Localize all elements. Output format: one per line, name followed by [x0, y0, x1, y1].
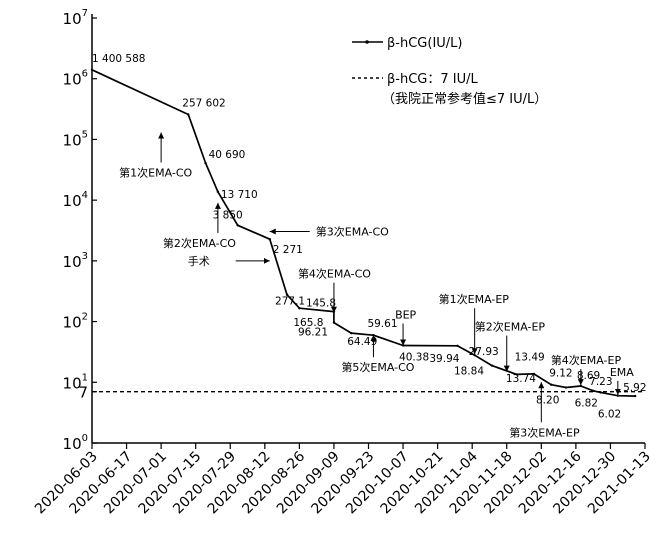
data-label: 40.38 — [399, 351, 429, 363]
data-label: 27.93 — [469, 346, 499, 358]
legend-dashed-note: （我院正常参考值≤7 IU/L） — [382, 91, 547, 107]
data-label: 59.61 — [367, 318, 397, 330]
y-tick-exponent: 3 — [82, 251, 88, 262]
data-point — [532, 372, 536, 376]
data-point — [187, 113, 190, 116]
y-tick-exponent: 7 — [82, 8, 88, 19]
annotation-label: 第1次EMA-EP — [439, 292, 510, 306]
data-label: 40 690 — [209, 149, 246, 161]
series-line-group — [90, 68, 637, 398]
legend-dashed-label: β-hCG：7 IU/L — [387, 72, 479, 87]
data-point — [216, 190, 220, 194]
legend: β-hCG(IU/L) β-hCG：7 IU/L （我院正常参考值≤7 IU/L… — [352, 36, 547, 107]
y-tick-exponent: 4 — [82, 190, 88, 201]
data-point — [456, 344, 459, 347]
annotation-label: 第3次EMA-CO — [316, 224, 389, 238]
y-tick-label: 107 — [63, 8, 88, 28]
y-tick-exponent: 6 — [82, 69, 88, 80]
y-tick-label: 101 — [63, 372, 88, 392]
annotation-label: 手术 — [188, 254, 210, 268]
data-point — [599, 391, 602, 394]
y-tick-label: 100 — [63, 433, 88, 453]
data-label: 257 602 — [182, 97, 225, 109]
data-label: 13 710 — [221, 189, 258, 201]
data-point — [616, 394, 620, 397]
data-point — [473, 354, 476, 357]
annotation-label: 第2次EMA-EP — [475, 320, 546, 334]
data-label: 13.74 — [506, 373, 536, 385]
y-tick-base: 10 — [63, 131, 82, 149]
data-labels-group: 1 400 588 257 602 40 690 13 710 3 850 2 271 27… — [92, 53, 647, 421]
data-label: 9.12 — [549, 368, 572, 380]
data-point — [285, 293, 289, 296]
y-tick-base: 10 — [63, 435, 82, 453]
annotation-label: 第1次EMA-CO — [119, 166, 192, 180]
annotation-label: EMA — [610, 366, 634, 379]
data-point — [90, 68, 94, 72]
data-point — [633, 394, 637, 398]
y-tick-base: 10 — [63, 374, 82, 392]
data-label: 6.82 — [575, 397, 598, 409]
data-label: 2 271 — [273, 244, 303, 256]
data-point — [579, 384, 583, 388]
y-tick-exponent: 0 — [82, 433, 88, 444]
data-point — [332, 321, 336, 324]
data-label: 39.94 — [429, 353, 459, 365]
annotation-label: 第4次EMA-CO — [298, 267, 371, 281]
data-label: 277.1 — [275, 296, 305, 308]
data-label: 64.49 — [347, 336, 377, 348]
data-point — [490, 364, 494, 367]
annotation-label: 第2次EMA-CO — [163, 236, 236, 250]
y-tick-label: 104 — [63, 190, 88, 210]
y-tick-base: 10 — [63, 192, 82, 210]
data-label: 7.23 — [589, 376, 612, 388]
data-label: 5.92 — [623, 382, 646, 394]
data-label: 18.84 — [454, 366, 484, 378]
data-label: 8.20 — [536, 395, 559, 407]
data-label: 6.02 — [598, 409, 621, 421]
y-tick-exponent: 2 — [82, 312, 88, 323]
legend-solid-marker — [365, 40, 369, 44]
data-label: 96.21 — [298, 327, 328, 339]
y-tick-base: 10 — [63, 71, 82, 89]
data-point — [204, 161, 207, 165]
data-point — [549, 383, 553, 386]
data-label: 8.69 — [577, 370, 600, 382]
data-point — [350, 331, 353, 335]
data-point — [515, 373, 518, 376]
data-label: 3 850 — [213, 209, 243, 221]
annotation-label: 第4次EMA-EP — [551, 353, 622, 367]
annotation-label: 第3次EMA-EP — [509, 425, 580, 439]
data-label: 145.8 — [306, 298, 336, 310]
y-tick-label: 105 — [63, 129, 88, 149]
annotation-label: BEP — [395, 308, 416, 321]
data-label: 1 400 588 — [92, 53, 145, 65]
y-tick-exponent: 5 — [82, 129, 88, 140]
y-tick-label: 103 — [63, 251, 88, 271]
data-label: 165.8 — [293, 317, 323, 329]
y-ref-tick-label: 7 — [78, 384, 88, 402]
y-tick-exponent: 1 — [82, 372, 88, 383]
data-point — [236, 224, 239, 227]
data-point — [268, 238, 271, 241]
data-point — [591, 389, 595, 393]
annotation-label: 第5次EMA-CO — [341, 360, 414, 374]
y-tick-base: 10 — [63, 314, 82, 332]
legend-solid-label: β-hCG(IU/L) — [387, 36, 463, 51]
y-tick-base: 10 — [63, 10, 82, 28]
data-point — [298, 307, 301, 310]
y-tick-label: 102 — [63, 312, 88, 332]
data-label: 13.49 — [515, 351, 545, 363]
data-point — [564, 386, 568, 389]
y-tick-label: 106 — [63, 69, 88, 89]
y-tick-base: 10 — [63, 253, 82, 271]
